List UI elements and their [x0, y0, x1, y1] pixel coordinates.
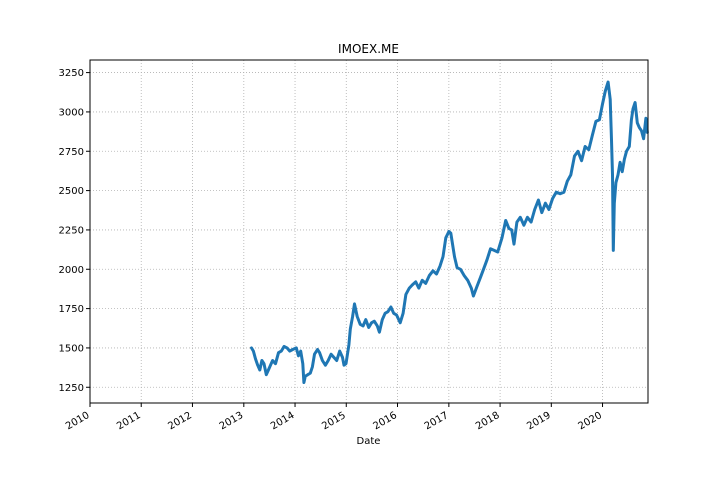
y-tick-label: 2250 — [59, 225, 84, 236]
y-tick-label: 2500 — [59, 186, 84, 197]
y-tick-label: 3250 — [59, 68, 84, 79]
series-group — [250, 80, 649, 384]
y-tick-label: 2000 — [59, 265, 84, 276]
x-axis-label: Date — [357, 436, 381, 447]
y-tick-label: 1250 — [59, 383, 84, 394]
grid-lines — [89, 60, 648, 403]
y-tick-label: 2750 — [59, 147, 84, 158]
chart-title: IMOEX.ME — [338, 42, 399, 56]
plot-frame — [89, 59, 649, 404]
y-tick-label: 3000 — [59, 107, 84, 118]
y-tick-label: 1750 — [59, 304, 84, 315]
y-tick-label: 1500 — [59, 343, 84, 354]
series-line — [250, 80, 649, 384]
